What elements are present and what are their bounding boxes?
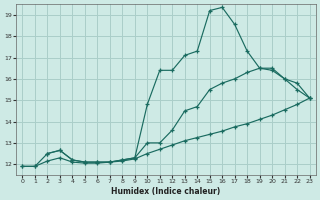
X-axis label: Humidex (Indice chaleur): Humidex (Indice chaleur) [111, 187, 221, 196]
